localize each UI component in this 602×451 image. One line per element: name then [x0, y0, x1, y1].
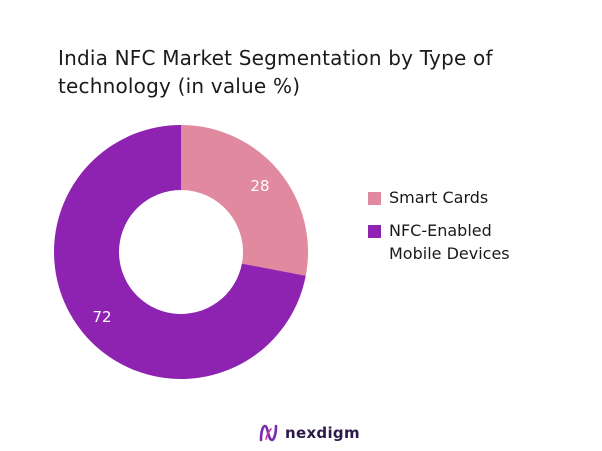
- brand-footer: nexdigm: [258, 423, 360, 443]
- donut-slices: [53, 125, 309, 379]
- data-labels: 28 72: [92, 177, 269, 326]
- slice-smart-cards: [181, 125, 309, 276]
- chart-legend: Smart Cards NFC-Enabled Mobile Devices: [368, 186, 539, 275]
- legend-label-nfc-mobile: NFC-Enabled Mobile Devices: [389, 221, 510, 263]
- legend-item-smart-cards: Smart Cards: [368, 186, 539, 209]
- brand-name: nexdigm: [285, 424, 360, 442]
- data-label-smart-cards: 28: [250, 177, 269, 195]
- legend-swatch-nfc-mobile: [368, 225, 381, 238]
- slice-nfc-enabled-mobile-devices: [53, 125, 306, 379]
- nexdigm-logo-icon: [259, 424, 278, 442]
- legend-label-smart-cards: Smart Cards: [389, 188, 489, 207]
- chart-title: India NFC Market Segmentation by Type of…: [58, 46, 493, 98]
- data-label-nfc-enabled-mobile-devices: 72: [92, 308, 111, 326]
- legend-swatch-smart-cards: [368, 192, 381, 205]
- legend-item-nfc-mobile: NFC-Enabled Mobile Devices: [368, 219, 539, 265]
